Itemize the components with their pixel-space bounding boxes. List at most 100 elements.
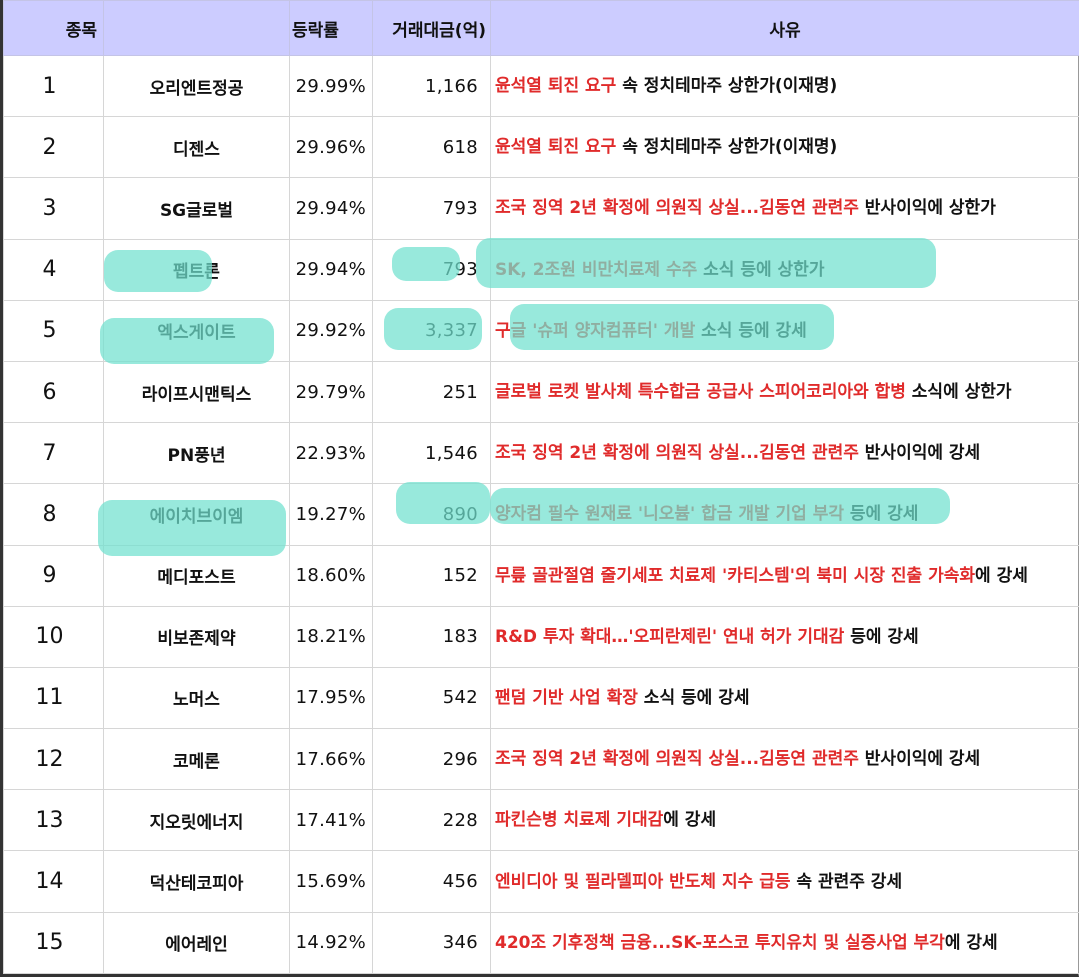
row-rank: 3 bbox=[3, 177, 104, 240]
row-change-rate: 29.96% bbox=[289, 116, 373, 179]
reason-keyword: 구글 '슈퍼 양자컴퓨터' 개발 bbox=[495, 320, 696, 341]
header-reason: 사유 bbox=[490, 0, 1079, 56]
row-reason: 엔비디아 및 필라델피아 반도체 지수 급등 속 관련주 강세 bbox=[490, 850, 1079, 913]
row-rank: 13 bbox=[3, 789, 104, 852]
row-change-rate: 29.99% bbox=[289, 54, 373, 118]
table-row: 14 덕산테코피아 15.69% 456 엔비디아 및 필라델피아 반도체 지수 급등 … bbox=[3, 850, 1079, 913]
row-stock-name: 비보존제약 bbox=[103, 605, 290, 668]
reason-text: 속 정치테마주 상한가(이재명) bbox=[616, 76, 838, 97]
row-stock-name: 엑스게이트 bbox=[103, 299, 290, 362]
row-trading-value: 152 bbox=[372, 544, 491, 607]
reason-keyword: 양자컴 필수 원재료 '니오븀' 합금 개발 기업 부각 bbox=[495, 504, 844, 525]
row-reason: 420조 기후정책 금융...SK-포스코 투지유치 및 실증사업 부각에 강세 bbox=[490, 911, 1079, 974]
reason-text: 등에 강세 bbox=[844, 626, 919, 647]
row-stock-name: 지오릿에너지 bbox=[103, 789, 290, 852]
reason-keyword: 조국 징역 2년 확정에 의원직 상실...김동연 관련주 bbox=[495, 749, 859, 770]
table-row: 12 코메론 17.66% 296 조국 징역 2년 확정에 의원직 상실...김동연 … bbox=[3, 728, 1079, 791]
row-change-rate: 15.69% bbox=[289, 850, 373, 913]
row-reason: 파킨슨병 치료제 기대감에 강세 bbox=[490, 789, 1079, 852]
table-row: 9 메디포스트 18.60% 152 무릎 골관절염 줄기세포 치료제 '카티스템'의 … bbox=[3, 544, 1079, 607]
reason-keyword: 윤석열 퇴진 요구 bbox=[495, 137, 617, 158]
reason-text: 반사이익에 강세 bbox=[858, 749, 981, 770]
row-change-rate: 14.92% bbox=[289, 911, 373, 974]
row-stock-name: 메디포스트 bbox=[103, 544, 290, 607]
reason-keyword: R&D 투자 확대…'오피란제린' 연내 허가 기대감 bbox=[495, 626, 845, 647]
header-volume: 거래대금(억) bbox=[372, 0, 491, 56]
reason-text: 반사이익에 강세 bbox=[858, 443, 981, 464]
table-row: 8 에이치브이엠 19.27% 890 양자컴 필수 원재료 '니오븀' 합금 개발 기… bbox=[3, 483, 1079, 546]
row-change-rate: 29.79% bbox=[289, 360, 373, 424]
row-rank: 6 bbox=[3, 360, 104, 424]
row-rank: 15 bbox=[3, 911, 104, 974]
row-change-rate: 29.94% bbox=[289, 238, 373, 301]
row-reason: 조국 징역 2년 확정에 의원직 상실...김동연 관련주 반사이익에 강세 bbox=[490, 422, 1079, 485]
row-reason: 글로벌 로켓 발사체 특수합금 공급사 스피어코리아와 합병 소식에 상한가 bbox=[490, 360, 1079, 424]
reason-keyword: 윤석열 퇴진 요구 bbox=[495, 76, 617, 97]
row-trading-value: 890 bbox=[372, 483, 491, 546]
row-trading-value: 1,166 bbox=[372, 54, 491, 118]
table-header-row: 종목 등락률 거래대금(억) 사유 bbox=[3, 0, 1079, 56]
row-rank: 2 bbox=[3, 116, 104, 179]
reason-keyword: 엔비디아 및 필라델피아 반도체 지수 급등 bbox=[495, 871, 791, 892]
row-stock-name: 에어레인 bbox=[103, 911, 290, 974]
row-reason: 조국 징역 2년 확정에 의원직 상실...김동연 관련주 반사이익에 상한가 bbox=[490, 177, 1079, 240]
reason-text: 소식 등에 상한가 bbox=[697, 259, 825, 280]
row-rank: 5 bbox=[3, 299, 104, 362]
row-reason: 구글 '슈퍼 양자컴퓨터' 개발 소식 등에 강세 bbox=[490, 299, 1079, 362]
reason-keyword: 조국 징역 2년 확정에 의원직 상실...김동연 관련주 bbox=[495, 198, 859, 219]
reason-text: 소식 등에 강세 bbox=[695, 320, 807, 341]
row-stock-name: 덕산테코피아 bbox=[103, 850, 290, 913]
row-trading-value: 542 bbox=[372, 666, 491, 730]
header-name-spacer bbox=[103, 0, 290, 56]
row-stock-name: 에이치브이엠 bbox=[103, 483, 290, 546]
table-row: 13 지오릿에너지 17.41% 228 파킨슨병 치료제 기대감에 강세 bbox=[3, 789, 1079, 852]
row-rank: 10 bbox=[3, 605, 104, 668]
table-row: 2 디젠스 29.96% 618 윤석열 퇴진 요구 속 정치테마주 상한가(이재명) bbox=[3, 116, 1079, 179]
table-row: 3 SG글로벌 29.94% 793 조국 징역 2년 확정에 의원직 상실...김동연… bbox=[3, 177, 1079, 240]
row-change-rate: 17.95% bbox=[289, 666, 373, 730]
row-change-rate: 17.66% bbox=[289, 728, 373, 791]
table-row: 11 노머스 17.95% 542 팬덤 기반 사업 확장 소식 등에 강세 bbox=[3, 666, 1079, 730]
row-rank: 8 bbox=[3, 483, 104, 546]
row-rank: 11 bbox=[3, 666, 104, 730]
row-stock-name: 노머스 bbox=[103, 666, 290, 730]
table-row: 4 펩트론 29.94% 793 SK, 2조원 비만치료제 수주 소식 등에 상한가 bbox=[3, 238, 1079, 301]
row-reason: 무릎 골관절염 줄기세포 치료제 '카티스템'의 북미 시장 진출 가속화에 강… bbox=[490, 544, 1079, 607]
row-stock-name: PN풍년 bbox=[103, 422, 290, 485]
row-rank: 14 bbox=[3, 850, 104, 913]
table-row: 5 엑스게이트 29.92% 3,337 구글 '슈퍼 양자컴퓨터' 개발 소식 등에 … bbox=[3, 299, 1079, 362]
row-trading-value: 228 bbox=[372, 789, 491, 852]
reason-text: 등에 강세 bbox=[844, 504, 919, 525]
reason-text: 에 강세 bbox=[663, 810, 717, 831]
row-change-rate: 17.41% bbox=[289, 789, 373, 852]
row-trading-value: 793 bbox=[372, 238, 491, 301]
row-change-rate: 18.60% bbox=[289, 544, 373, 607]
reason-text: 반사이익에 상한가 bbox=[858, 198, 996, 219]
row-stock-name: 코메론 bbox=[103, 728, 290, 791]
reason-text: 속 정치테마주 상한가(이재명) bbox=[616, 137, 838, 158]
reason-keyword: 420조 기후정책 금융...SK-포스코 투지유치 및 실증사업 부각 bbox=[495, 932, 945, 953]
row-rank: 7 bbox=[3, 422, 104, 485]
row-rank: 9 bbox=[3, 544, 104, 607]
reason-text: 소식에 상한가 bbox=[905, 382, 1012, 403]
row-stock-name: SG글로벌 bbox=[103, 177, 290, 240]
row-rank: 1 bbox=[3, 54, 104, 118]
row-change-rate: 29.92% bbox=[289, 299, 373, 362]
row-reason: 윤석열 퇴진 요구 속 정치테마주 상한가(이재명) bbox=[490, 54, 1079, 118]
row-trading-value: 618 bbox=[372, 116, 491, 179]
row-stock-name: 오리엔트정공 bbox=[103, 54, 290, 118]
row-reason: 양자컴 필수 원재료 '니오븀' 합금 개발 기업 부각 등에 강세 bbox=[490, 483, 1079, 546]
row-change-rate: 19.27% bbox=[289, 483, 373, 546]
row-change-rate: 22.93% bbox=[289, 422, 373, 485]
reason-text: 에 강세 bbox=[944, 932, 998, 953]
row-stock-name: 라이프시맨틱스 bbox=[103, 360, 290, 424]
row-reason: SK, 2조원 비만치료제 수주 소식 등에 상한가 bbox=[490, 238, 1079, 301]
table-row: 1 오리엔트정공 29.99% 1,166 윤석열 퇴진 요구 속 정치테마주 상한가(… bbox=[3, 54, 1079, 118]
row-change-rate: 29.94% bbox=[289, 177, 373, 240]
table-row: 10 비보존제약 18.21% 183 R&D 투자 확대…'오피란제린' 연내 허가 … bbox=[3, 605, 1079, 668]
row-trading-value: 793 bbox=[372, 177, 491, 240]
reason-keyword: 팬덤 기반 사업 확장 bbox=[495, 687, 638, 708]
row-reason: 윤석열 퇴진 요구 속 정치테마주 상한가(이재명) bbox=[490, 116, 1079, 179]
reason-keyword: 파킨슨병 치료제 기대감 bbox=[495, 810, 664, 831]
reason-keyword: 글로벌 로켓 발사체 특수합금 공급사 스피어코리아와 합병 bbox=[495, 382, 906, 403]
